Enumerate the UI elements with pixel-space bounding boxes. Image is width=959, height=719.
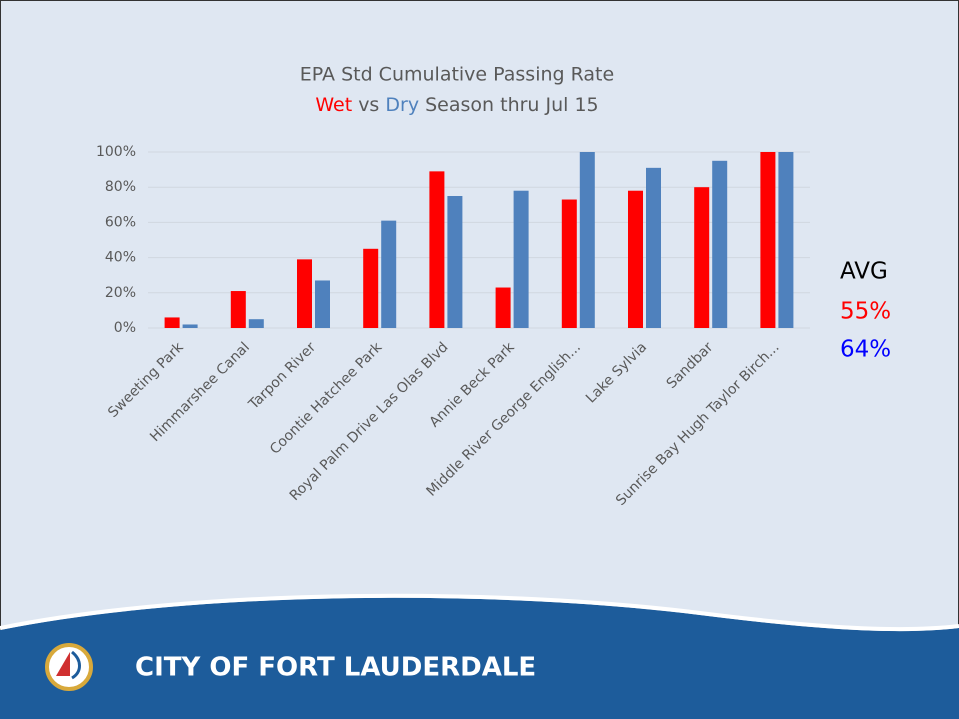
dry-label: Dry <box>385 94 419 116</box>
bar <box>694 187 710 328</box>
bar <box>760 152 776 328</box>
bar <box>230 291 246 328</box>
bar <box>447 196 463 328</box>
bar <box>315 280 330 328</box>
bar <box>513 190 529 328</box>
bar <box>363 248 379 328</box>
logo-sail <box>56 652 70 676</box>
bar <box>495 287 511 328</box>
avg-annotation: AVG <box>840 259 888 285</box>
bar <box>778 152 794 328</box>
y-tick-label: 0% <box>114 320 136 336</box>
bar <box>561 199 577 328</box>
avg-annotation: 64% <box>840 337 891 363</box>
y-tick-label: 80% <box>105 179 136 195</box>
bar <box>429 171 445 328</box>
footer-title: CITY OF FORT LAUDERDALE <box>135 653 536 683</box>
wet-label: Wet <box>315 94 352 116</box>
bar <box>248 319 264 328</box>
bar <box>628 190 643 328</box>
y-tick-label: 60% <box>105 214 136 230</box>
bar <box>646 167 661 328</box>
footer-wave-line <box>0 593 959 632</box>
bar <box>579 152 595 328</box>
footer-wave <box>0 597 959 719</box>
chart-subtitle: Wet vs Dry Season thru Jul 15 <box>315 94 598 116</box>
subtitle-rest: Season thru Jul 15 <box>425 94 599 116</box>
bar <box>164 317 180 328</box>
y-tick-label: 20% <box>105 285 136 301</box>
y-tick-label: 40% <box>105 250 136 266</box>
subtitle-vs: vs <box>358 94 379 116</box>
logo-wave <box>70 650 81 680</box>
bar <box>712 160 728 328</box>
bar <box>182 324 198 328</box>
avg-annotation: 55% <box>840 299 891 325</box>
y-tick-label: 100% <box>96 144 136 160</box>
bar <box>381 220 397 328</box>
chart-title: EPA Std Cumulative Passing Rate <box>300 64 614 86</box>
bar <box>297 259 312 328</box>
